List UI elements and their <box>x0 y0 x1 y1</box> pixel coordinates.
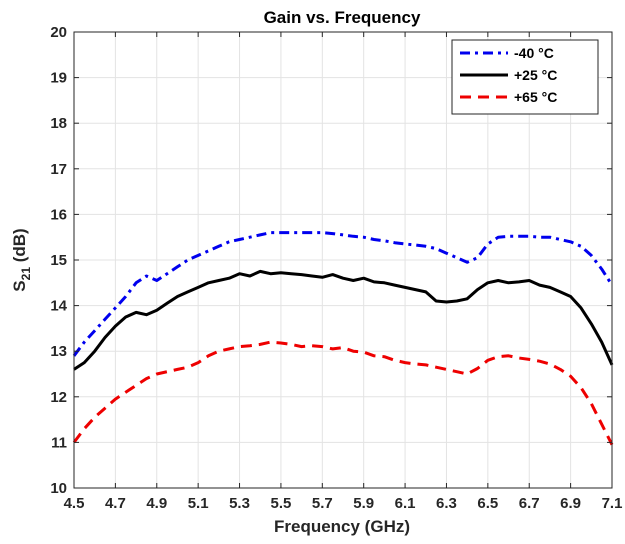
legend-label-2: +25 °C <box>514 67 557 83</box>
y-tick-label: 15 <box>50 252 67 269</box>
y-axis-label-suffix: (dB) <box>10 228 29 267</box>
axis-ticks <box>73 31 613 489</box>
y-tick-label: 17 <box>50 161 67 178</box>
y-axis-label: S21 (dB) <box>10 228 33 291</box>
x-tick-label: 5.7 <box>312 495 333 512</box>
chart-title: Gain vs. Frequency <box>264 8 421 27</box>
series-lines <box>72 231 614 446</box>
y-tick-label: 16 <box>50 206 67 223</box>
x-axis-label: Frequency (GHz) <box>274 517 410 536</box>
x-tick-label: 6.5 <box>477 495 498 512</box>
y-tick-label: 10 <box>50 480 67 497</box>
x-tick-label: 4.9 <box>146 495 167 512</box>
x-tick-label: 5.5 <box>270 495 291 512</box>
y-tick-label: 18 <box>50 115 67 132</box>
y-tick-labels: 10 11 12 13 14 15 16 17 18 19 20 <box>50 24 67 497</box>
y-tick-label: 20 <box>50 24 67 41</box>
x-tick-label: 5.1 <box>188 495 209 512</box>
x-tick-label: 4.5 <box>64 495 85 512</box>
x-tick-labels: 4.5 4.7 4.9 5.1 5.3 5.5 5.7 5.9 6.1 6.3 6.5 6.7 6.9 7… <box>64 495 623 512</box>
series-line-1 <box>72 231 614 357</box>
y-tick-label: 12 <box>50 389 67 406</box>
y-tick-label: 14 <box>50 298 67 315</box>
x-tick-label: 6.9 <box>560 495 581 512</box>
x-tick-label: 5.9 <box>353 495 374 512</box>
y-tick-label: 19 <box>50 70 67 87</box>
x-tick-label: 6.7 <box>519 495 540 512</box>
legend: -40 °C +25 °C +65 °C <box>451 39 599 115</box>
y-axis-label-subscript: 21 <box>19 267 33 281</box>
x-tick-label: 4.7 <box>105 495 126 512</box>
series-line-3 <box>72 340 614 446</box>
series-line-2 <box>73 269 614 371</box>
y-tick-label: 11 <box>51 434 67 451</box>
y-axis-label-main: S <box>10 280 29 291</box>
x-tick-label: 6.1 <box>395 495 416 512</box>
x-tick-label: 7.1 <box>602 495 623 512</box>
legend-label-1: -40 °C <box>514 45 554 61</box>
x-tick-label: 5.3 <box>229 495 250 512</box>
legend-label-3: +65 °C <box>514 89 557 105</box>
x-tick-label: 6.3 <box>436 495 457 512</box>
y-tick-label: 13 <box>50 343 67 360</box>
